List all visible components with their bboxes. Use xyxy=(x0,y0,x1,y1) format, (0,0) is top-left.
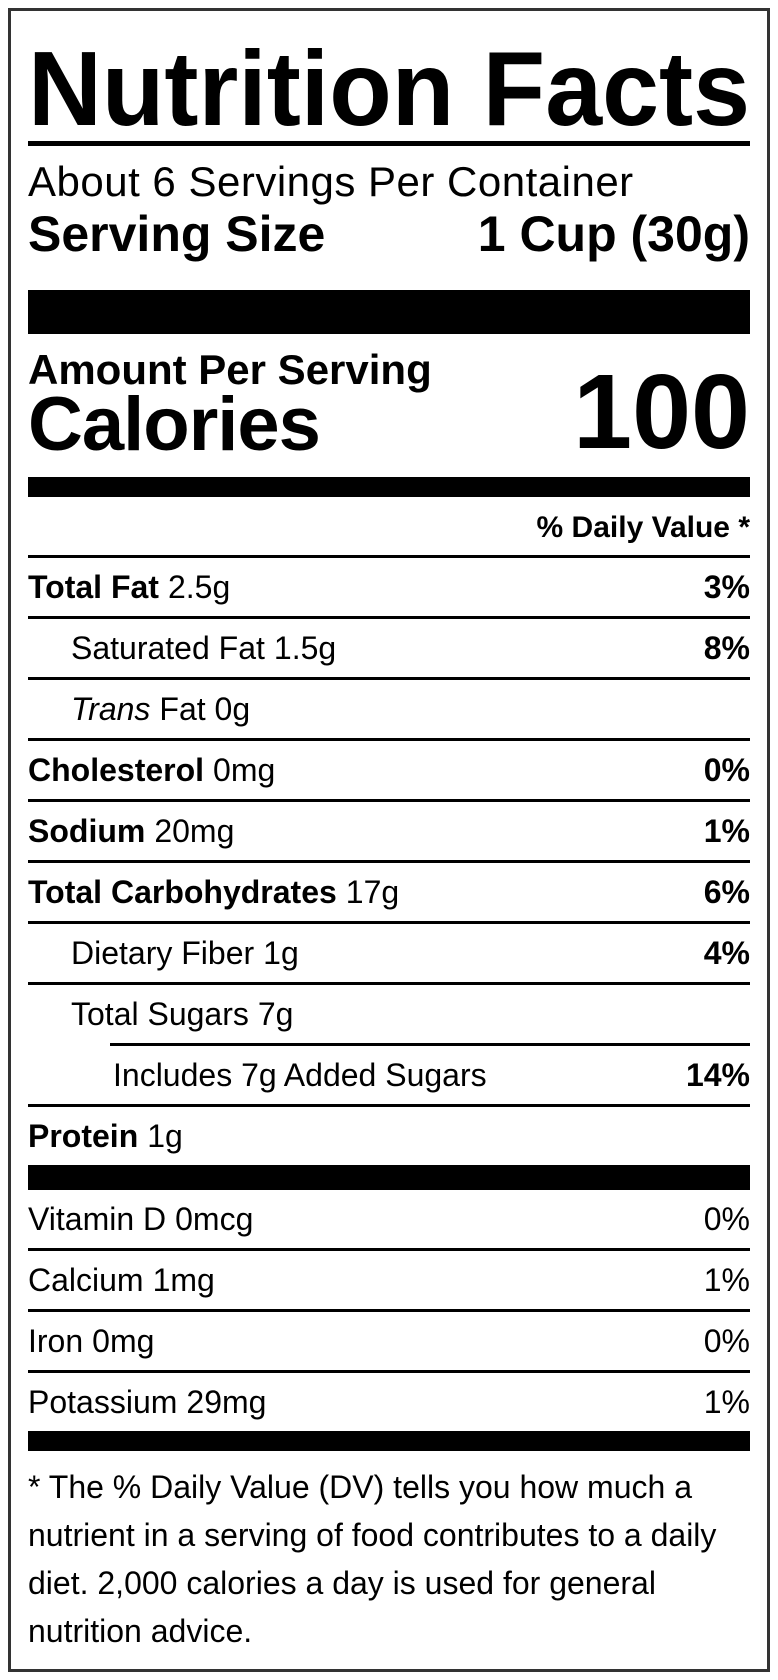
nutrient-text: Protein 1g xyxy=(28,1118,183,1154)
nutrient-amount: 7g xyxy=(257,996,294,1032)
nutrient-text: Sodium 20mg xyxy=(28,813,234,849)
daily-value-header: % Daily Value * xyxy=(536,511,750,544)
vitamin-row-potassium: Potassium 29mg 1% xyxy=(28,1370,750,1431)
vitamin-row-iron: Iron 0mg 0% xyxy=(28,1309,750,1370)
footnote-line: nutrient in a serving of food contribute… xyxy=(28,1517,717,1553)
title-divider xyxy=(28,141,750,146)
nutrient-amount: 1.5g xyxy=(273,630,337,666)
nutrient-name: Total Sugars xyxy=(71,996,249,1032)
amount-per-serving-label: Amount Per Serving xyxy=(28,346,432,393)
nutrient-daily-value: 0% xyxy=(703,752,750,788)
nutrient-table: Total Fat 2.5g 3% Saturated Fat 1.5g 8% Tr… xyxy=(28,555,750,1165)
nutrient-amount: 0mg xyxy=(213,752,276,788)
nutrient-amount: 1g xyxy=(147,1118,183,1154)
nutrient-daily-value: 14% xyxy=(685,1057,750,1093)
nutrient-name: Saturated Fat xyxy=(71,630,265,666)
nutrient-name: Total Fat xyxy=(28,569,159,605)
vitamin-name: Calcium xyxy=(28,1262,144,1298)
nutrient-row-total-carbohydrates: Total Carbohydrates 17g 6% xyxy=(28,860,750,921)
nutrient-name: Trans xyxy=(71,691,151,727)
nutrient-name: Dietary Fiber xyxy=(71,935,255,971)
serving-size-label: Serving Size xyxy=(28,206,326,262)
calories-section: Amount Per Serving Calories 100 xyxy=(28,346,750,471)
label-title-graphic: Nutrition Facts xyxy=(28,41,750,131)
nutrient-name: Includes 7g Added Sugars xyxy=(113,1057,487,1093)
nutrient-daily-value: 1% xyxy=(703,813,750,849)
footnote-line: diet. 2,000 calories a day is used for g… xyxy=(28,1565,656,1601)
serving-size-value: 1 Cup (30g) xyxy=(477,206,750,262)
nutrient-name: Cholesterol xyxy=(28,752,205,788)
nutrient-row-sodium: Sodium 20mg 1% xyxy=(28,799,750,860)
vitamin-name: Potassium xyxy=(28,1384,178,1420)
vitamin-amount: 0mcg xyxy=(175,1201,254,1237)
nutrient-text: Dietary Fiber 1g xyxy=(71,935,299,971)
vitamin-amount: 0mg xyxy=(92,1323,155,1359)
nutrient-row-total-fat: Total Fat 2.5g 3% xyxy=(28,558,750,616)
nutrient-row-total-sugars: Total Sugars 7g xyxy=(28,982,750,1043)
vitamin-table: Vitamin D 0mcg 0% Calcium 1mg 1% Iron 0mg 0… xyxy=(28,1190,750,1431)
vitamin-daily-value: 0% xyxy=(703,1323,750,1359)
nutrient-row-cholesterol: Cholesterol 0mg 0% xyxy=(28,738,750,799)
protein-divider-bar xyxy=(28,1165,750,1190)
footnote: * The % Daily Value (DV) tells you how m… xyxy=(28,1451,750,1655)
vitamin-amount: 1mg xyxy=(152,1262,215,1298)
vitamin-amount: 29mg xyxy=(186,1384,267,1420)
label-title: Nutrition Facts xyxy=(28,41,750,131)
nutrient-amount: 17g xyxy=(345,874,400,910)
nutrient-daily-value: 4% xyxy=(703,935,750,971)
calories-divider-bar xyxy=(28,477,750,497)
nutrient-text: Cholesterol 0mg xyxy=(28,752,275,788)
nutrient-daily-value: 6% xyxy=(703,874,750,910)
footnote-divider-bar xyxy=(28,1431,750,1451)
nutrient-daily-value: 8% xyxy=(703,630,750,666)
vitamin-name: Iron xyxy=(28,1323,84,1359)
calories-value: 100 xyxy=(573,353,750,471)
nutrient-name: Protein xyxy=(28,1118,139,1154)
footnote-line: nutrition advice. xyxy=(28,1613,253,1649)
serving-size-row: Serving Size 1 Cup (30g) xyxy=(28,206,750,262)
nutrient-text: Includes 7g Added Sugars xyxy=(113,1057,487,1093)
vitamin-text: Potassium 29mg xyxy=(28,1384,266,1420)
vitamin-row-calcium: Calcium 1mg 1% xyxy=(28,1248,750,1309)
servings-per-container: About 6 Servings Per Container xyxy=(28,158,634,205)
nutrient-row-dietary-fiber: Dietary Fiber 1g 4% xyxy=(28,921,750,982)
nutrient-amount: Fat 0g xyxy=(159,691,251,727)
nutrient-text: Total Sugars 7g xyxy=(71,996,293,1032)
vitamin-daily-value: 1% xyxy=(703,1262,750,1298)
nutrient-text: Trans Fat 0g xyxy=(71,691,250,727)
added-sugars-divider xyxy=(110,1043,750,1046)
calories-label: Calories xyxy=(28,382,321,467)
nutrient-amount: 1g xyxy=(263,935,299,971)
nutrient-row-added-sugars: Includes 7g Added Sugars 14% xyxy=(28,1046,750,1104)
vitamin-text: Vitamin D 0mcg xyxy=(28,1201,253,1237)
nutrient-text: Total Carbohydrates 17g xyxy=(28,874,399,910)
nutrient-text: Total Fat 2.5g xyxy=(28,569,230,605)
nutrition-facts-label: Nutrition Facts About 6 Servings Per Con… xyxy=(8,8,770,1672)
vitamin-daily-value: 0% xyxy=(703,1201,750,1237)
thick-bar-top xyxy=(28,290,750,334)
vitamin-row-vitamin-d: Vitamin D 0mcg 0% xyxy=(28,1190,750,1248)
nutrient-daily-value: 3% xyxy=(703,569,750,605)
nutrient-name: Total Carbohydrates xyxy=(28,874,337,910)
vitamin-daily-value: 1% xyxy=(703,1384,750,1420)
nutrient-name: Sodium xyxy=(28,813,146,849)
vitamin-text: Calcium 1mg xyxy=(28,1262,215,1298)
nutrient-row-trans-fat: Trans Fat 0g xyxy=(28,677,750,738)
nutrient-row-saturated-fat: Saturated Fat 1.5g 8% xyxy=(28,616,750,677)
nutrient-row-protein: Protein 1g xyxy=(28,1104,750,1165)
vitamin-name: Vitamin D xyxy=(28,1201,167,1237)
vitamin-text: Iron 0mg xyxy=(28,1323,154,1359)
nutrient-amount: 20mg xyxy=(154,813,235,849)
footnote-line: * The % Daily Value (DV) tells you how m… xyxy=(28,1469,692,1505)
nutrient-text: Saturated Fat 1.5g xyxy=(71,630,336,666)
nutrient-amount: 2.5g xyxy=(167,569,231,605)
